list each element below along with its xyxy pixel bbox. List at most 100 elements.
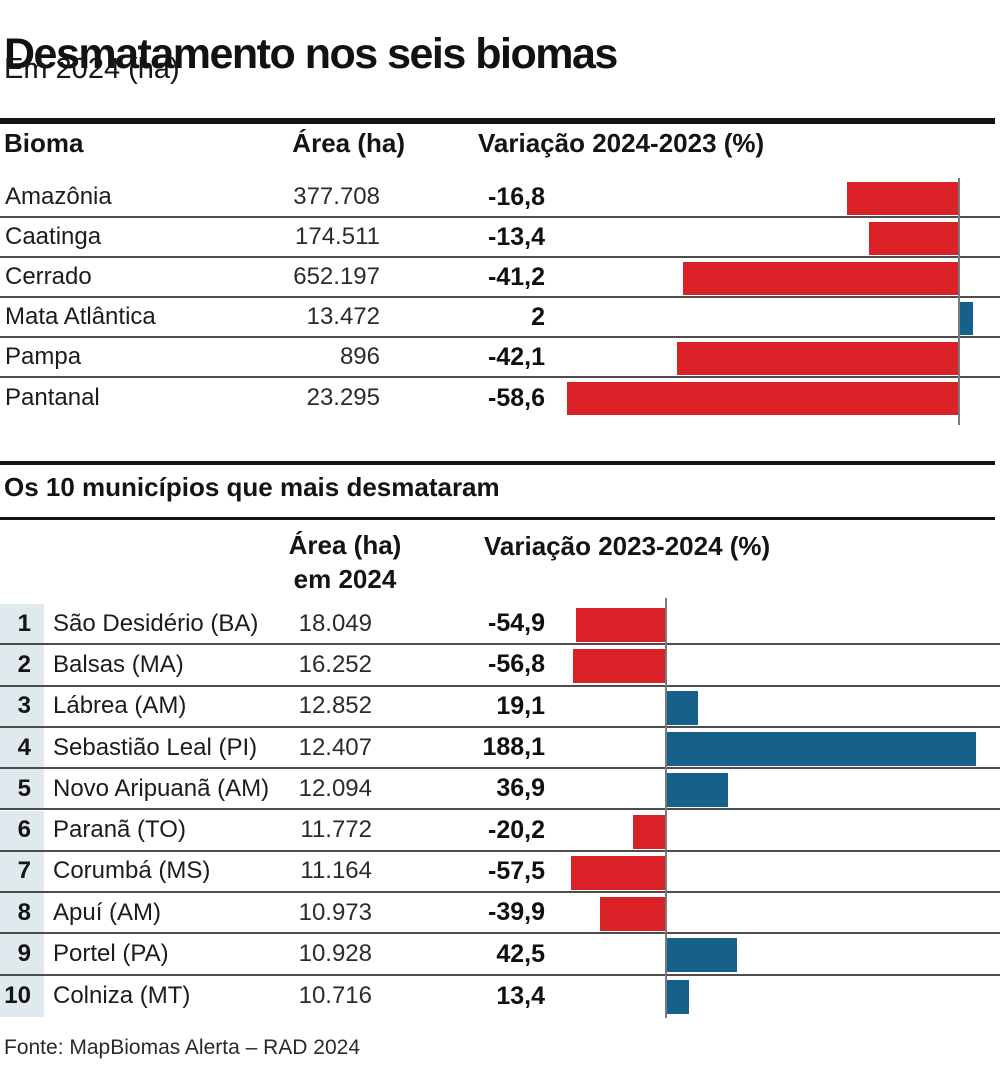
table-row: Cerrado 652.197 -41,2 [0,258,1000,298]
table-row: 6 Paranã (TO) 11.772 -20,2 [0,810,1000,852]
row-label: Caatinga [5,223,102,250]
area-value: 23.295 [306,384,380,411]
row-label: Paranã (TO) [53,816,186,844]
column-header-bioma: Bioma [4,128,84,158]
table-row: 10 Colniza (MT) 10.716 13,4 [0,975,1000,1017]
rank-cell: 4 [0,727,44,768]
row-label: Pampa [5,343,82,370]
area-value: 16.252 [298,650,372,678]
rank-cell: 7 [0,851,44,892]
variation-bar [677,342,959,375]
variation-bar [960,302,973,335]
rank-cell: 2 [0,645,44,685]
variation-bar [683,262,959,295]
variation-value: -13,4 [488,222,545,251]
column-header-variation: Variação 2024-2023 (%) [478,128,765,158]
rank-cell: 5 [0,769,44,809]
row-label: Lábrea (AM) [53,692,187,720]
variation-bar [576,608,666,642]
variation-bar [667,690,698,725]
table-row: Pampa 896 -42,1 [0,338,1000,378]
row-label: Sebastião Leal (PI) [53,733,258,761]
area-value: 377.708 [293,183,380,210]
variation-bar [571,855,666,890]
variation-value: -41,2 [488,262,545,291]
row-label: Colniza (MT) [53,982,191,1010]
zero-axis-line [958,178,960,425]
column-header-area-line2: em 2024 [293,564,397,594]
area-value: 13.472 [306,303,380,330]
variation-value: -16,8 [488,182,545,211]
table-row: 2 Balsas (MA) 16.252 -56,8 [0,645,1000,687]
variation-value: 42,5 [496,939,545,968]
variation-value: 2 [531,302,545,331]
row-label: Pantanal [5,384,100,411]
row-label: Novo Aripuanã (AM) [53,774,270,802]
table-row: Mata Atlântica 13.472 2 [0,298,1000,338]
variation-value: 36,9 [496,774,545,803]
area-value: 11.772 [300,816,372,844]
variation-value: -57,5 [488,856,545,885]
row-label: Corumbá (MS) [53,857,211,885]
variation-bar [667,731,976,766]
table-row: Amazônia 377.708 -16,8 [0,178,1000,218]
area-value: 18.049 [298,609,372,637]
variation-value: -42,1 [488,342,545,371]
variation-bar [600,897,666,932]
area-value: 12.407 [298,733,372,761]
page-title: Desmatamento nos seis biomas [4,29,618,78]
area-value: 174.511 [295,223,380,250]
area-value: 12.852 [298,692,372,720]
source-note: Fonte: MapBiomas Alerta – RAD 2024 [4,1036,361,1059]
row-label: Portel (PA) [53,940,169,968]
rank-cell: 3 [0,686,44,726]
table-row: 3 Lábrea (AM) 12.852 19,1 [0,686,1000,728]
area-value: 12.094 [298,774,372,802]
variation-bar [667,938,737,973]
table-row: Caatinga 174.511 -13,4 [0,218,1000,258]
rank-cell: 1 [0,604,44,644]
table-row: 1 São Desidério (BA) 18.049 -54,9 [0,604,1000,646]
rank-cell: 10 [0,975,44,1017]
section-title-municipios: Os 10 municípios que mais desmataram [4,472,500,502]
area-value: 652.197 [293,263,380,290]
area-value: 896 [339,343,380,370]
table-row: 8 Apuí (AM) 10.973 -39,9 [0,893,1000,935]
variation-value: 13,4 [496,981,545,1010]
variation-value: -56,8 [488,650,545,679]
variation-value: 188,1 [482,733,545,762]
rank-cell: 6 [0,810,44,850]
row-label: Balsas (MA) [53,650,184,678]
row-label: Apuí (AM) [53,898,162,926]
section-divider [0,517,995,520]
variation-value: -54,9 [488,609,545,638]
rank-cell: 8 [0,893,44,933]
area-value: 10.928 [298,940,372,968]
variation-value: -39,9 [488,898,545,927]
variation-bar [667,979,689,1014]
table-row: Pantanal 23.295 -58,6 [0,378,1000,418]
variation-value: 19,1 [496,691,545,720]
row-label: Mata Atlântica [5,303,156,330]
variation-bar [573,649,666,684]
section-divider [0,461,995,465]
column-header-area-2024: Área (ha) em 2024 [240,528,450,596]
zero-axis-line [665,598,667,1018]
column-header-area-line1: Área (ha) [288,530,402,560]
variation-bar [847,182,959,215]
variation-value: -58,6 [488,383,545,412]
rank-cell: 9 [0,934,44,974]
row-label: Amazônia [5,183,112,210]
row-label: Cerrado [5,263,92,290]
variation-bar [633,814,666,849]
area-value: 10.716 [298,982,372,1010]
row-label: São Desidério (BA) [53,609,259,637]
table-row: 5 Novo Aripuanã (AM) 12.094 36,9 [0,769,1000,811]
section-divider [0,118,995,124]
table-row: 9 Portel (PA) 10.928 42,5 [0,934,1000,976]
area-value: 10.973 [298,898,372,926]
variation-value: -20,2 [488,815,545,844]
variation-bar [869,222,959,255]
variation-bar [667,773,728,808]
